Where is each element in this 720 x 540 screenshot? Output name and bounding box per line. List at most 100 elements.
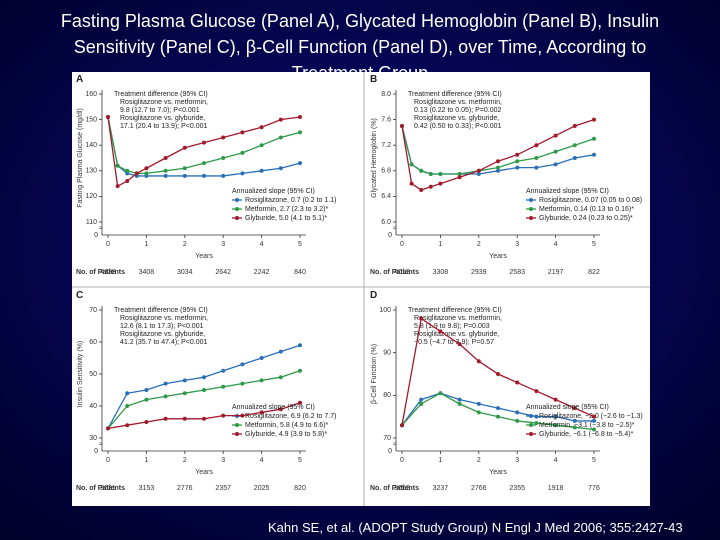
data-point xyxy=(125,391,130,396)
data-point xyxy=(163,416,168,421)
data-point xyxy=(259,125,264,130)
patients-count: 2776 xyxy=(177,485,193,492)
data-point xyxy=(298,343,302,348)
axis-break-label: 0 xyxy=(94,448,98,455)
axis-break-label: 0 xyxy=(388,448,392,455)
y-tick-label: 160 xyxy=(85,91,97,98)
data-point xyxy=(259,168,264,173)
axis-break-label: 0 xyxy=(388,232,392,239)
data-point xyxy=(240,150,245,155)
legend-label: Rosiglitazone, 6.9 (6.2 to 7.7) xyxy=(245,413,336,420)
data-point xyxy=(515,380,520,385)
y-tick-label: 60 xyxy=(89,339,97,346)
annotation: Treatment difference (95% CI) xyxy=(408,91,502,98)
data-point xyxy=(278,375,283,380)
x-tick-label: 3 xyxy=(221,457,225,464)
y-axis-label: Fasting Plasma Glucose (mg/dl) xyxy=(77,108,84,208)
y-tick-label: 100 xyxy=(379,307,391,314)
annotation: Treatment difference (95% CI) xyxy=(408,307,502,314)
axis-break: ≈ xyxy=(99,225,103,232)
data-point xyxy=(259,378,264,383)
data-point xyxy=(202,375,206,380)
x-tick-label: 2 xyxy=(477,457,481,464)
panel-label: B xyxy=(370,74,377,85)
data-point xyxy=(419,188,424,192)
slide-title: Fasting Plasma Glucose (Panel A), Glycat… xyxy=(61,11,659,31)
panel-label: A xyxy=(76,74,83,85)
data-point xyxy=(144,420,149,424)
y-tick-label: 70 xyxy=(383,435,391,442)
data-point xyxy=(534,389,539,394)
legend-marker xyxy=(235,198,239,202)
x-tick-label: 0 xyxy=(106,457,110,464)
data-point xyxy=(592,427,596,432)
x-tick-label: 1 xyxy=(144,457,148,464)
data-point xyxy=(182,416,187,421)
data-point xyxy=(553,397,558,402)
data-point xyxy=(476,359,481,364)
data-point xyxy=(125,423,130,428)
data-point xyxy=(182,173,187,178)
legend-marker xyxy=(529,414,533,418)
data-point xyxy=(419,316,424,321)
data-point xyxy=(400,124,404,128)
patients-count: 3034 xyxy=(177,269,193,276)
annotation: Rosiglitazone vs. metformin, xyxy=(120,99,208,106)
x-tick-label: 0 xyxy=(400,241,404,248)
annotation: −0.5 (−4.7 to 3.9); P=0.57 xyxy=(414,339,494,346)
legend-marker xyxy=(529,432,533,436)
patients-count: 3237 xyxy=(433,485,449,492)
x-tick-label: 0 xyxy=(400,457,404,464)
patients-label: No. of Patients xyxy=(370,485,419,492)
annotation: 0.13 (0.22 to 0.05); P=0.002 xyxy=(414,107,501,114)
x-tick-label: 3 xyxy=(515,241,519,248)
legend-label: Metformin, 5.8 (4.9 to 6.6)* xyxy=(245,422,329,429)
legend-label: Glyburide, −6.1 (−6.8 to −5.4)* xyxy=(539,431,634,438)
y-tick-label: 70 xyxy=(89,307,97,314)
data-point xyxy=(163,168,168,173)
data-point xyxy=(572,406,577,411)
data-point xyxy=(409,181,414,186)
data-point xyxy=(572,425,577,430)
legend-label: Rosiglitazone, 0.07 (0.05 to 0.08) xyxy=(539,197,642,204)
patients-count: 1918 xyxy=(548,485,564,492)
data-point xyxy=(400,423,404,428)
legend-label: Glyburide, 0.24 (0.23 to 0.25)* xyxy=(539,215,633,222)
patients-count: 776 xyxy=(588,485,600,492)
data-point xyxy=(553,414,558,419)
data-point xyxy=(553,133,558,138)
data-point xyxy=(278,349,283,354)
x-tick-label: 5 xyxy=(298,241,302,248)
patients-count: 2766 xyxy=(471,485,487,492)
data-point xyxy=(496,168,500,173)
data-point xyxy=(278,166,283,171)
data-point xyxy=(572,418,577,423)
data-point xyxy=(278,407,283,412)
data-point xyxy=(144,166,149,171)
data-point xyxy=(221,413,226,418)
figure-panel xyxy=(72,72,650,506)
data-point xyxy=(496,159,500,164)
patients-count: 2355 xyxy=(509,485,525,492)
x-tick-label: 5 xyxy=(592,241,596,248)
y-tick-label: 80 xyxy=(383,392,391,399)
data-point xyxy=(409,162,414,167)
y-axis-label: Glycated Hemoglobin (%) xyxy=(371,118,378,198)
x-tick-label: 2 xyxy=(183,241,187,248)
data-point xyxy=(553,423,558,428)
data-point xyxy=(534,165,539,170)
patients-count: 840 xyxy=(294,269,306,276)
data-point xyxy=(457,175,462,180)
data-point xyxy=(572,124,577,128)
data-point xyxy=(298,400,302,405)
patients-count: 2939 xyxy=(471,269,487,276)
data-point xyxy=(476,401,481,406)
legend-marker xyxy=(235,216,239,220)
x-tick-label: 2 xyxy=(183,457,187,464)
data-point xyxy=(515,159,520,164)
y-tick-label: 90 xyxy=(383,350,391,357)
y-axis-label: β-Cell Function (%) xyxy=(371,344,378,404)
x-tick-label: 3 xyxy=(221,241,225,248)
data-point xyxy=(163,156,168,160)
annotation: Rosiglitazone vs. metformin, xyxy=(120,315,208,322)
